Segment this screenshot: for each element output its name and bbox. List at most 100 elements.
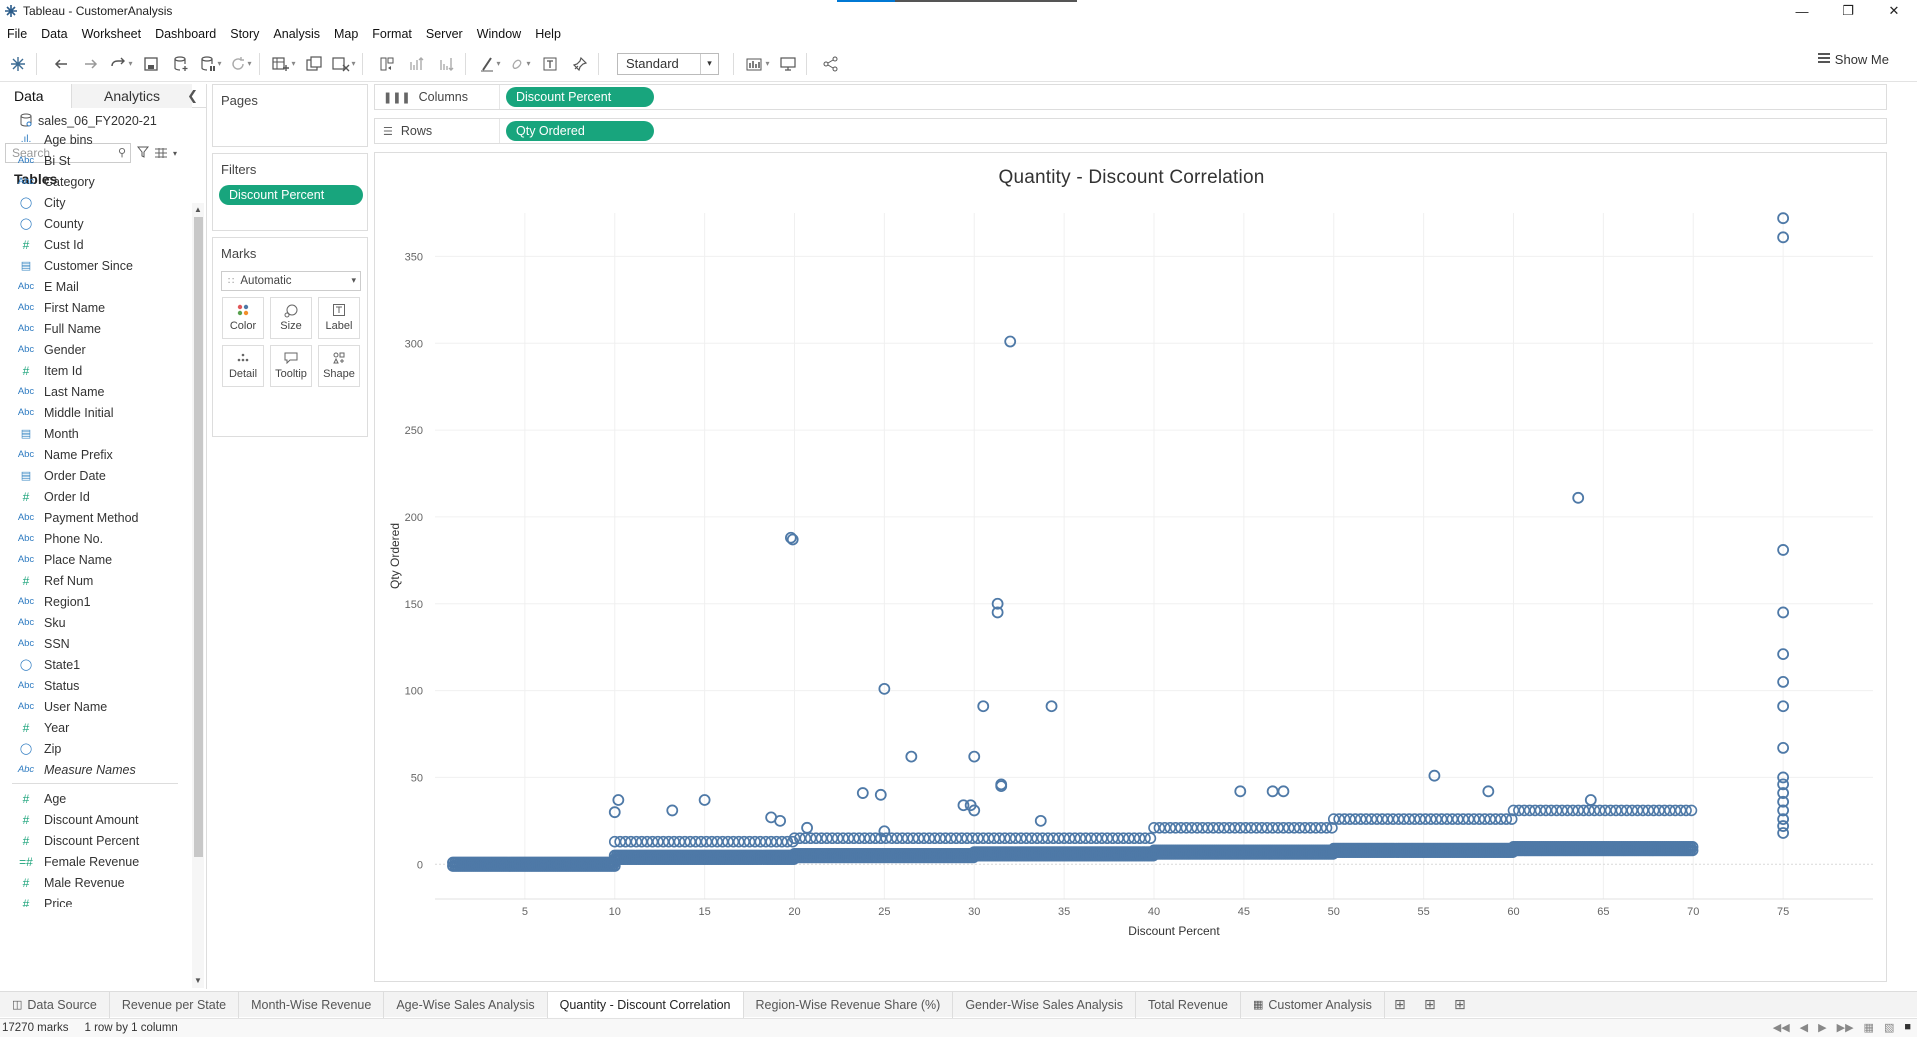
tab-analytics[interactable]: Analytics <box>72 84 192 108</box>
field-item[interactable]: # Discount Amount <box>0 809 190 830</box>
first-sheet-icon[interactable]: ◀◀ <box>1772 1022 1790 1034</box>
presentation-mode-icon[interactable] <box>776 52 800 76</box>
redo-icon[interactable] <box>79 52 103 76</box>
minimize-icon[interactable]: — <box>1795 3 1809 19</box>
field-item[interactable]: # Male Revenue <box>0 872 190 893</box>
view-toggle-icon[interactable] <box>155 146 167 161</box>
last-sheet-icon[interactable]: ▶▶ <box>1836 1022 1854 1034</box>
field-item[interactable]: Abc Last Name <box>0 381 190 402</box>
field-item[interactable]: Abc Region1 <box>0 591 190 612</box>
sheet-tab[interactable]: ◫ Data Source <box>0 991 110 1018</box>
show-me-button[interactable]: Show Me <box>1817 52 1889 67</box>
worksheet-view[interactable]: Quantity - Discount Correlation 5 10 15 20 2… <box>374 152 1887 982</box>
collapse-pane-icon[interactable]: ❮ <box>187 88 198 103</box>
field-item[interactable]: Abc Name Prefix <box>0 444 190 465</box>
sheet-tab[interactable]: Quantity - Discount Correlation <box>547 991 744 1018</box>
search-input[interactable]: Search ⚲ <box>5 143 131 163</box>
clear-sheet-icon[interactable]: ▾ <box>332 52 356 76</box>
tabs-view-icon[interactable]: ■ <box>1904 1021 1911 1033</box>
show-labels-icon[interactable] <box>538 52 562 76</box>
highlight-icon[interactable]: ▾ <box>478 52 502 76</box>
duplicate-sheet-icon[interactable] <box>302 52 326 76</box>
restore-icon[interactable]: ❐ <box>1842 3 1854 18</box>
field-item[interactable]: Abc Sku <box>0 612 190 633</box>
field-item[interactable]: Abc Measure Names <box>0 759 190 780</box>
field-item[interactable]: =# Female Revenue <box>0 851 190 872</box>
menu-file[interactable]: File <box>7 27 28 41</box>
field-item[interactable]: Abc Full Name <box>0 318 190 339</box>
marks-size-button[interactable]: Size <box>270 297 312 339</box>
field-item[interactable]: # Ref Num <box>0 570 190 591</box>
menu-worksheet[interactable]: Worksheet <box>81 27 142 41</box>
field-item[interactable]: Abc Gender <box>0 339 190 360</box>
mark-type-select[interactable]: ∷ Automatic ▾ <box>221 271 361 291</box>
sheet-tab[interactable]: Region-Wise Revenue Share (%) <box>744 991 954 1018</box>
field-item[interactable]: .ıl. Age bins <box>0 129 190 150</box>
new-dashboard-tab-icon[interactable]: ⊞ <box>1424 996 1436 1012</box>
field-item[interactable]: Abc Category <box>0 171 190 192</box>
tab-data[interactable]: Data <box>0 84 72 108</box>
field-item[interactable]: ▤ Order Date <box>0 465 190 486</box>
sort-ascending-icon[interactable] <box>405 52 429 76</box>
filter-pill[interactable]: Discount Percent <box>219 185 363 205</box>
field-list-scrollbar[interactable]: ▲ ▼ <box>192 203 204 988</box>
columns-pill[interactable]: Discount Percent <box>506 87 654 107</box>
menu-dashboard[interactable]: Dashboard <box>155 27 217 41</box>
chevron-down-icon[interactable]: ▾ <box>173 148 178 158</box>
close-icon[interactable]: ✕ <box>1888 3 1900 18</box>
datasource-item[interactable]: sales_06_FY2020-21 <box>0 108 206 134</box>
filmstrip-icon[interactable]: ▧ <box>1883 1022 1895 1034</box>
fix-axes-icon[interactable] <box>568 52 592 76</box>
sheet-tab[interactable]: Month-Wise Revenue <box>239 991 385 1018</box>
marks-detail-button[interactable]: Detail <box>222 345 264 387</box>
menu-help[interactable]: Help <box>535 27 561 41</box>
menu-story[interactable]: Story <box>230 27 260 41</box>
field-item[interactable]: Abc First Name <box>0 297 190 318</box>
sheet-tab[interactable]: Age-Wise Sales Analysis <box>384 991 548 1018</box>
field-item[interactable]: # Age <box>0 788 190 809</box>
scroll-down-icon[interactable]: ▼ <box>194 976 202 985</box>
pause-updates-icon[interactable]: ▾ <box>199 52 223 76</box>
field-item[interactable]: ◯ City <box>0 192 190 213</box>
sheet-tab[interactable]: Gender-Wise Sales Analysis <box>953 991 1137 1018</box>
field-item[interactable]: Abc Phone No. <box>0 528 190 549</box>
field-item[interactable]: # Order Id <box>0 486 190 507</box>
fit-select[interactable]: Standard ▾ <box>617 52 719 75</box>
marks-tooltip-button[interactable]: Tooltip <box>270 345 312 387</box>
prev-sheet-icon[interactable]: ◀ <box>1799 1022 1809 1034</box>
marks-label-button[interactable]: Label <box>318 297 360 339</box>
new-worksheet-icon[interactable]: ▾ <box>272 52 296 76</box>
show-cards-icon[interactable]: ▾ <box>746 52 770 76</box>
sheet-tab[interactable]: Total Revenue <box>1136 991 1241 1018</box>
swap-rows-columns-icon[interactable] <box>375 52 399 76</box>
columns-shelf[interactable]: ❚❚❚ Columns Discount Percent <box>374 84 1887 110</box>
field-item[interactable]: Abc Status <box>0 675 190 696</box>
rows-shelf[interactable]: ☰ Rows Qty Ordered <box>374 118 1887 144</box>
field-item[interactable]: # Item Id <box>0 360 190 381</box>
next-sheet-icon[interactable]: ▶ <box>1818 1022 1827 1034</box>
pages-card[interactable]: Pages <box>212 84 368 147</box>
share-icon[interactable] <box>819 52 843 76</box>
field-item[interactable]: Abc Bi St <box>0 150 190 171</box>
rows-pill[interactable]: Qty Ordered <box>506 121 654 141</box>
field-item[interactable]: ◯ State1 <box>0 654 190 675</box>
field-item[interactable]: # Discount Percent <box>0 830 190 851</box>
group-members-icon[interactable]: ▾ <box>508 52 532 76</box>
menu-data[interactable]: Data <box>41 27 68 41</box>
field-item[interactable]: Abc Payment Method <box>0 507 190 528</box>
field-item[interactable]: ▤ Month <box>0 423 190 444</box>
save-icon[interactable] <box>139 52 163 76</box>
field-item[interactable]: ◯ Zip <box>0 738 190 759</box>
sheet-tab[interactable]: Revenue per State <box>110 991 240 1018</box>
scrollbar-thumb[interactable] <box>194 217 203 857</box>
scroll-up-icon[interactable]: ▲ <box>194 205 202 214</box>
field-item[interactable]: Abc SSN <box>0 633 190 654</box>
menu-analysis[interactable]: Analysis <box>273 27 320 41</box>
field-item[interactable]: # Cust Id <box>0 234 190 255</box>
field-item[interactable]: Abc Middle Initial <box>0 402 190 423</box>
marks-shape-button[interactable]: Shape <box>318 345 360 387</box>
undo-icon[interactable] <box>49 52 73 76</box>
field-item[interactable]: Abc Place Name <box>0 549 190 570</box>
sort-descending-icon[interactable] <box>435 52 459 76</box>
menu-window[interactable]: Window <box>476 27 522 41</box>
